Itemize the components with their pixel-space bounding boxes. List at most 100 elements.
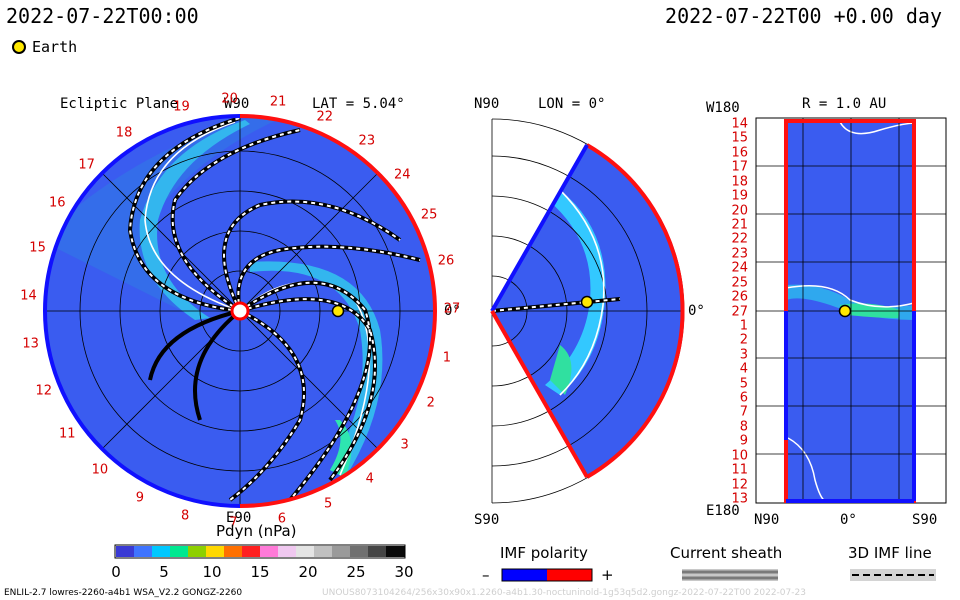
- colorbar-cell: [314, 546, 333, 557]
- ecliptic-rotation-number: 4: [365, 471, 374, 487]
- colorbar-cell: [116, 546, 135, 557]
- radial-row-number: 1: [739, 318, 748, 334]
- imf-lines-dashed: [128, 117, 421, 501]
- ecliptic-rotation-number: 10: [91, 462, 109, 478]
- colorbar-tick-label: 0: [111, 563, 121, 581]
- footer-run-info: ENLIL-2.7 lowres-2260-a4b1 WSA_V2.2 GONG…: [4, 588, 243, 598]
- radial-row-number: 20: [731, 203, 748, 219]
- colorbar-cell: [188, 546, 207, 557]
- stream-band-west: [139, 120, 250, 320]
- imf-negative-swatch: [502, 569, 547, 581]
- meridional-top-label: N90: [474, 96, 500, 112]
- colorbar-cell: [296, 546, 315, 557]
- footer-watermark: UNOUS8073104264/256x30x90x1.2260-a4b1.30…: [322, 588, 806, 598]
- ecliptic-rotation-number: 3: [400, 437, 409, 453]
- radial-row-number: 16: [731, 145, 748, 161]
- radial-row-number: 10: [731, 448, 748, 464]
- ecliptic-rotation-number: 8: [181, 508, 190, 524]
- ecliptic-rotation-number: 25: [420, 207, 438, 223]
- colorbar-cell: [206, 546, 225, 557]
- radial-row-number: 23: [731, 246, 748, 262]
- ecliptic-rotation-number: 21: [269, 94, 287, 110]
- radial-row-number: 11: [731, 462, 748, 478]
- earth-icon: [12, 40, 26, 54]
- earth-marker-meridional: [580, 295, 594, 309]
- meridional-imf-line-dashed: [491, 298, 621, 312]
- imf-positive-swatch: [547, 569, 592, 581]
- colorbar-tick-label: 5: [159, 563, 169, 581]
- colorbar-tick-label: 25: [346, 563, 366, 581]
- radial-row-number: 24: [731, 260, 748, 276]
- imf-line-title: 3D IMF line: [848, 544, 932, 562]
- ecliptic-rotation-number: 14: [20, 288, 37, 304]
- ecliptic-rotation-number: 17: [78, 157, 95, 173]
- radial-sheath-middle: [785, 285, 915, 308]
- colorbar-frame: [114, 544, 406, 559]
- colorbar-title: Pdyn (nPa): [216, 522, 297, 540]
- imf-swatch-frame: [501, 568, 593, 582]
- radial-r-label: R = 1.0 AU: [802, 96, 887, 112]
- radial-x-label-north: N90: [754, 512, 780, 528]
- radial-row-number: 26: [731, 289, 748, 305]
- ecliptic-title: Ecliptic Plane: [60, 96, 179, 112]
- ecliptic-bottom-label: E90: [226, 510, 252, 526]
- radial-row-numbers: 14 15 16 17 18 19 20 21 22 23 24 25 26 27 1 2 3 4 5 6 7 8 9 10 1…: [718, 116, 748, 507]
- ecliptic-rotation-number: 15: [29, 240, 46, 256]
- ecliptic-rotation-number: 6: [277, 511, 286, 527]
- colorbar-cell: [350, 546, 369, 557]
- radial-row-number: 13: [731, 491, 748, 507]
- colorbar-cell: [152, 546, 171, 557]
- meridional-bottom-label: S90: [474, 512, 500, 528]
- ecliptic-rotation-number: 5: [324, 496, 333, 512]
- radial-row-number: 3: [739, 347, 748, 363]
- radial-row-number: 17: [731, 159, 748, 175]
- current-sheath-title: Current sheath: [670, 544, 783, 562]
- ecliptic-rotation-number: 20: [221, 91, 238, 107]
- meridional-outer-boundary: [585, 143, 685, 479]
- ecliptic-lat-label: LAT = 5.04°: [312, 96, 405, 112]
- colorbar-tick-label: 30: [394, 563, 414, 581]
- radial-row-number: 22: [731, 231, 748, 247]
- meridional-stream: [545, 190, 606, 395]
- ecliptic-top-label: W90: [224, 96, 250, 112]
- earth-marker-radial: [838, 304, 852, 318]
- imf-polarity-minus: –: [482, 566, 490, 584]
- meridional-high-patch: [550, 345, 572, 395]
- meridional-right-label: 0°: [688, 303, 705, 319]
- colorbar-cell: [224, 546, 243, 557]
- ecliptic-rotation-number: 24: [393, 167, 411, 183]
- timestamp-left: 2022-07-22T00:00: [6, 4, 199, 28]
- ecliptic-right-label: 0°: [444, 303, 461, 319]
- colorbar-cells: [116, 546, 405, 557]
- colorbar-cell: [242, 546, 261, 557]
- colorbar-tick-label: 15: [250, 563, 270, 581]
- high-pressure-patch: [330, 420, 352, 478]
- meridional-sheath-line: [559, 189, 605, 396]
- radial-sheath-top: [839, 121, 915, 135]
- radial-row-number: 8: [739, 419, 748, 435]
- radial-row-number: 5: [739, 376, 748, 392]
- ecliptic-rotation-number: 12: [35, 383, 53, 399]
- ecliptic-rotation-number: 9: [135, 490, 145, 506]
- ecliptic-rotation-number: 7: [229, 515, 238, 531]
- ecliptic-light-region: [45, 116, 300, 320]
- radial-row-number: 15: [731, 130, 748, 146]
- colorbar-cell: [368, 546, 387, 557]
- sun-marker: [230, 301, 250, 321]
- imf-polarity-title: IMF polarity: [500, 544, 588, 562]
- ecliptic-rotation-number: 18: [115, 125, 133, 141]
- meridional-north-boundary: [490, 144, 589, 312]
- radial-x-label-zero: 0°: [840, 512, 857, 528]
- earth-legend-label: Earth: [32, 38, 78, 56]
- ecliptic-negative-boundary: [43, 114, 241, 508]
- ecliptic-rotation-number: 16: [49, 195, 66, 211]
- colorbar-cell: [386, 546, 405, 557]
- colorbar-cell: [260, 546, 279, 557]
- ecliptic-rotation-number: 23: [358, 133, 376, 149]
- colorbar-tick-label: 10: [202, 563, 222, 581]
- radial-row-number: 14: [731, 116, 748, 132]
- colorbar-cell: [170, 546, 189, 557]
- radial-row-number: 2: [739, 332, 748, 348]
- meridional-lon-label: LON = 0°: [538, 96, 606, 112]
